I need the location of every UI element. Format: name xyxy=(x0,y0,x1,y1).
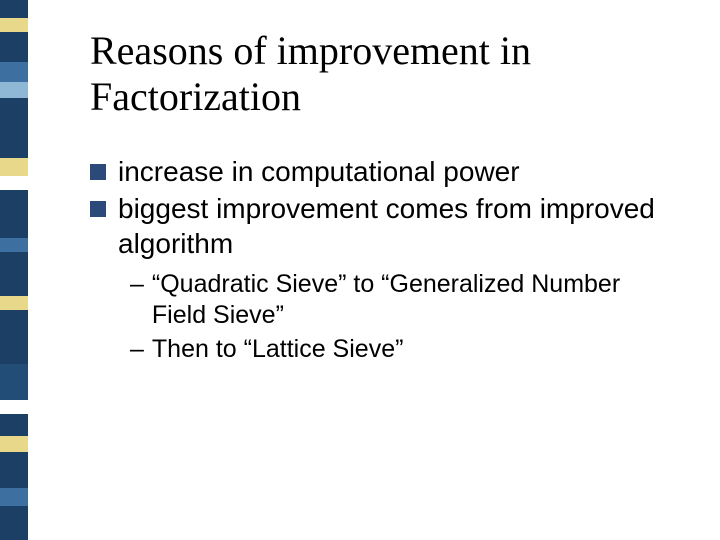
sub-item: – “Quadratic Sieve” to “Generalized Numb… xyxy=(130,269,680,332)
sub-text: Then to “Lattice Sieve” xyxy=(152,334,680,365)
bullet-text: biggest improvement comes from improved … xyxy=(118,191,680,261)
slide-content: Reasons of improvement in Factorization … xyxy=(90,28,680,367)
left-decorative-stripe xyxy=(0,0,28,540)
bullet-item: biggest improvement comes from improved … xyxy=(90,191,680,261)
bullet-list: increase in computational power biggest … xyxy=(90,154,680,261)
slide-title: Reasons of improvement in Factorization xyxy=(90,28,680,120)
bullet-text: increase in computational power xyxy=(118,154,680,189)
sub-text: “Quadratic Sieve” to “Generalized Number… xyxy=(152,269,680,332)
dash-bullet-icon: – xyxy=(130,334,144,365)
dash-bullet-icon: – xyxy=(130,269,144,300)
bullet-item: increase in computational power xyxy=(90,154,680,189)
square-bullet-icon xyxy=(90,201,106,217)
sub-list: – “Quadratic Sieve” to “Generalized Numb… xyxy=(130,269,680,365)
sub-item: – Then to “Lattice Sieve” xyxy=(130,334,680,365)
square-bullet-icon xyxy=(90,164,106,180)
